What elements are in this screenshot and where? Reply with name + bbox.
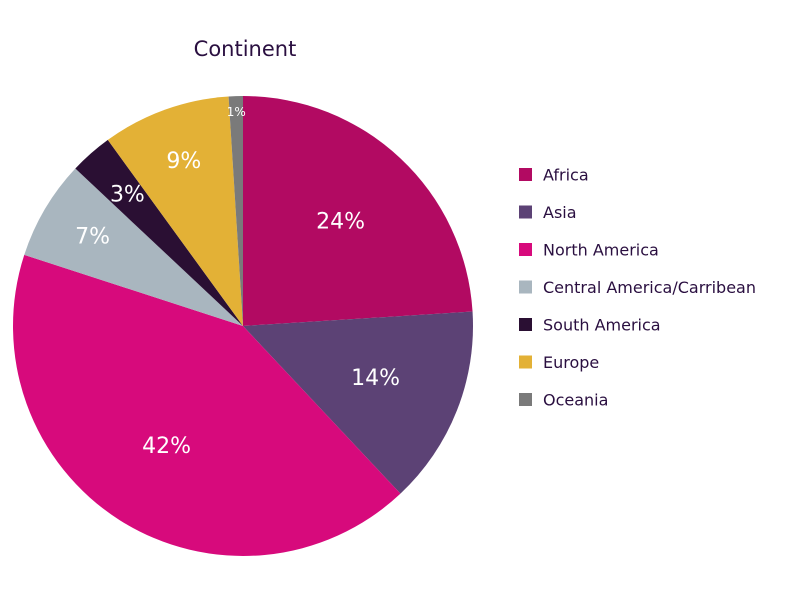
slice-label-africa: 24% bbox=[316, 210, 365, 235]
legend-swatch-africa bbox=[519, 168, 532, 181]
legend-swatch-central-america-carribean bbox=[519, 280, 532, 294]
legend-swatch-south-america bbox=[519, 318, 532, 331]
slice-label-central-america-carribean: 7% bbox=[75, 225, 110, 250]
pie-slice-oceania bbox=[228, 95, 243, 326]
legend-swatch-europe bbox=[519, 355, 532, 369]
legend-label-asia: Asia bbox=[543, 203, 577, 222]
legend: Africa Asia North America Central America/C… bbox=[519, 166, 756, 410]
slice-label-europe: 9% bbox=[166, 149, 201, 174]
legend-label-oceania: Oceania bbox=[543, 391, 608, 410]
slice-label-oceania: 1% bbox=[227, 105, 246, 119]
legend-label-central-america-carribean: Central America/Carribean bbox=[543, 278, 756, 297]
pie-slice-europe bbox=[107, 96, 243, 326]
legend-swatch-asia bbox=[519, 205, 532, 219]
legend-swatch-north-america bbox=[519, 243, 532, 256]
pie-slice-south-america bbox=[75, 139, 243, 326]
legend-label-north-america: North America bbox=[543, 241, 659, 260]
pie-slice-north-america bbox=[13, 254, 401, 556]
legend-swatch-oceania bbox=[519, 393, 532, 406]
slice-label-north-america: 42% bbox=[142, 434, 191, 459]
chart-title: Continent bbox=[194, 37, 297, 61]
slice-labels: 24% 14% 42% 7%3% 9% 1% bbox=[75, 105, 400, 459]
pie-slice-central-america-carribean bbox=[24, 168, 244, 326]
pie-slice-africa bbox=[243, 96, 473, 326]
legend-label-africa: Africa bbox=[543, 166, 589, 185]
slice-label-asia: 14% bbox=[351, 366, 400, 391]
legend-label-south-america: South America bbox=[543, 316, 661, 335]
pie-slices bbox=[13, 95, 474, 556]
legend-label-europe: Europe bbox=[543, 353, 599, 372]
pie-slice-asia bbox=[243, 311, 474, 494]
slice-label-south-america: 3% bbox=[110, 182, 145, 207]
